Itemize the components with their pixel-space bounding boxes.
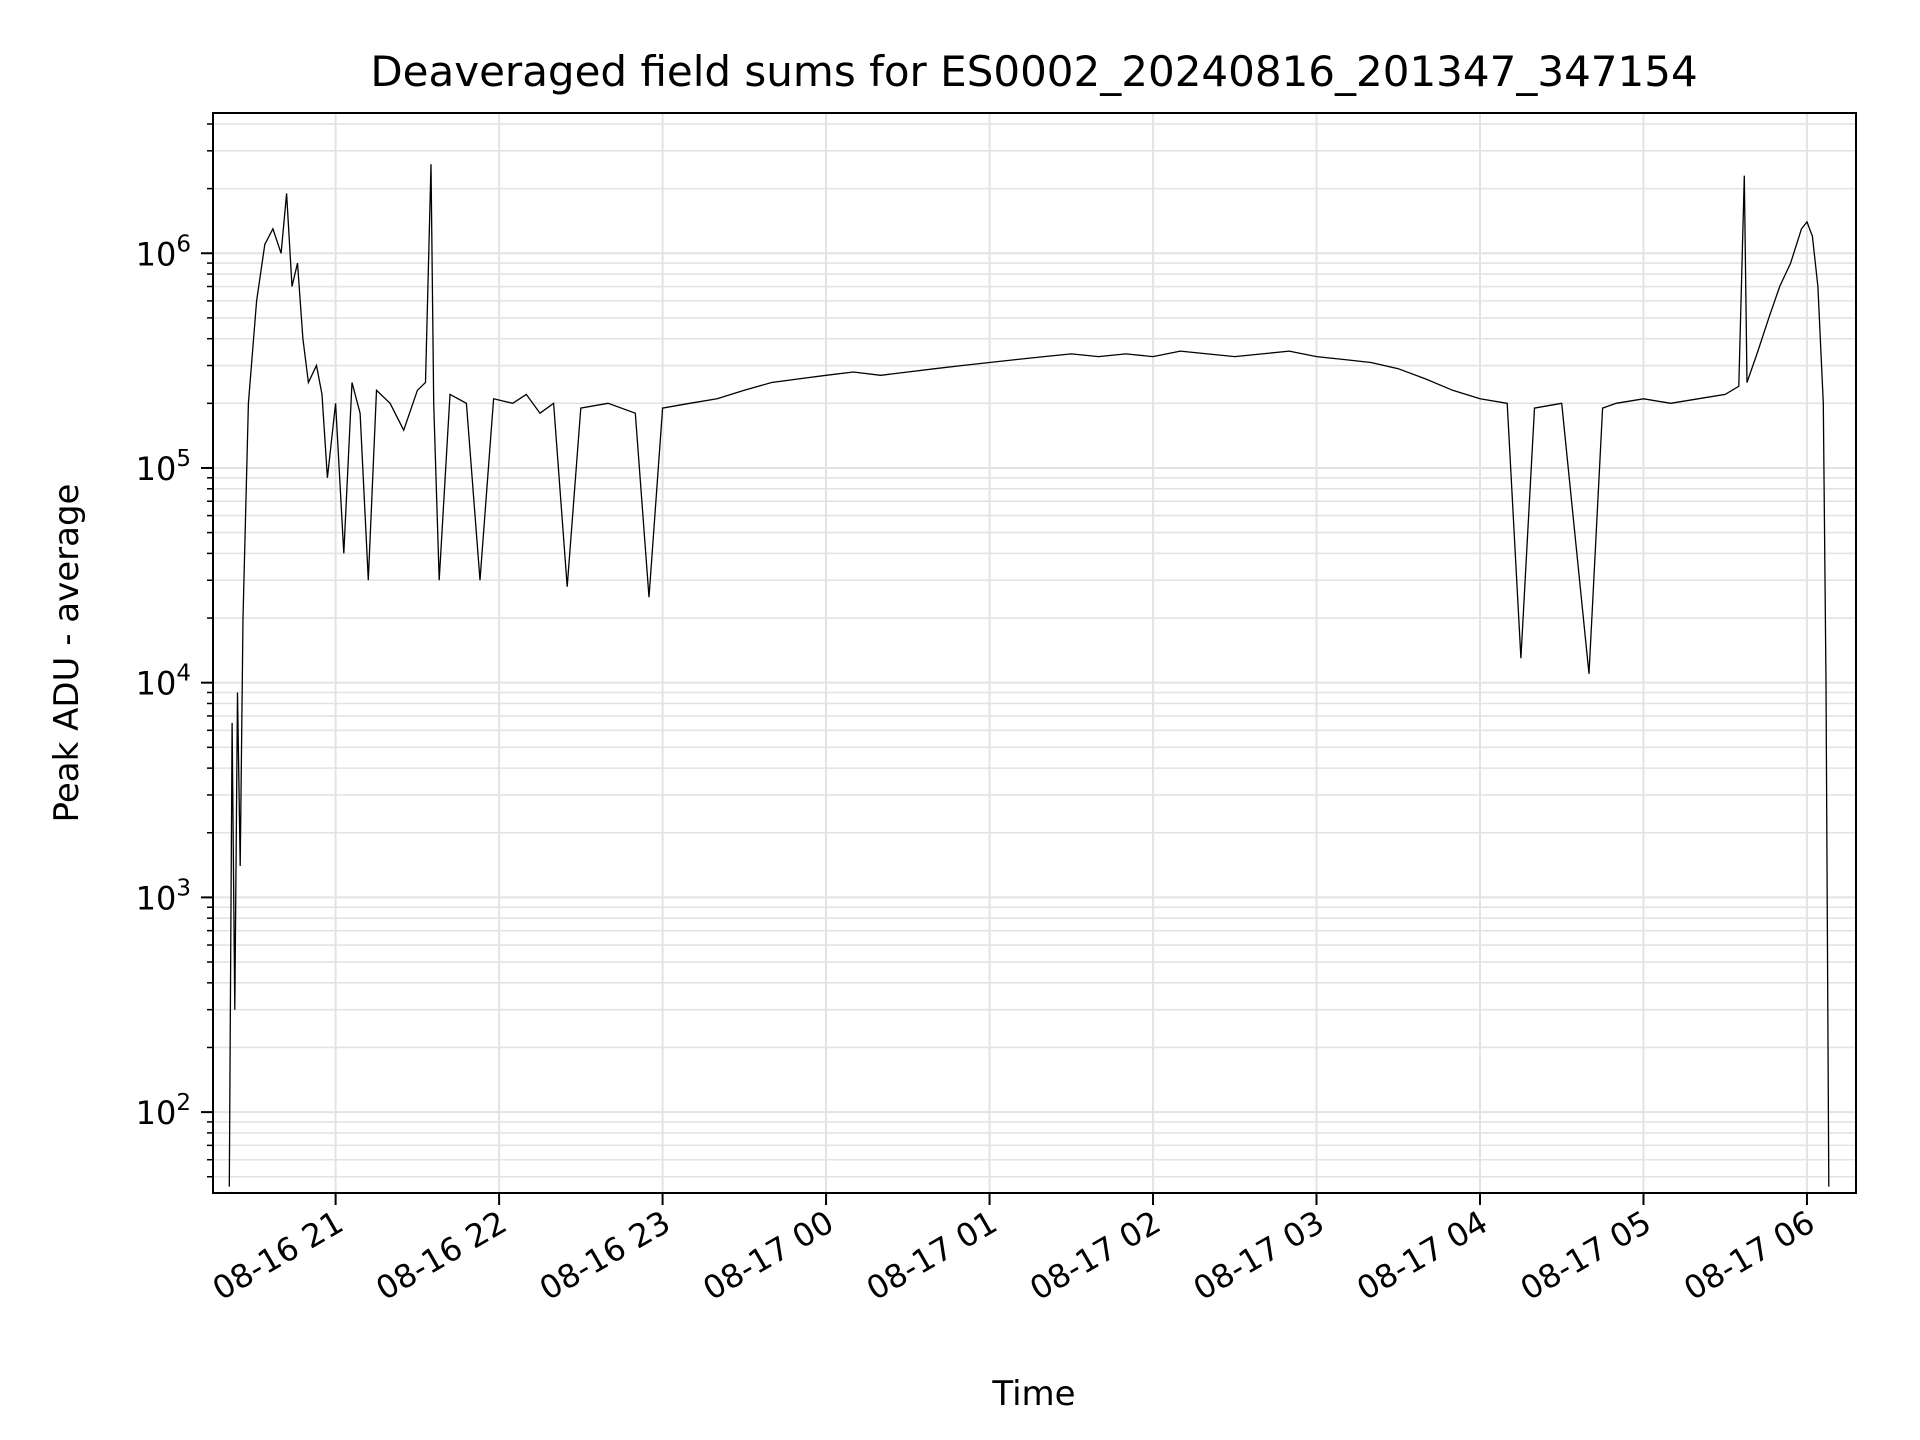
grid-lines (213, 113, 1856, 1193)
y-tick-label: 105 (136, 446, 191, 488)
y-axis: 102 103 104 105 106 (136, 123, 213, 1178)
y-tick-label: 104 (136, 661, 191, 703)
series-line (228, 164, 1830, 1187)
x-axis-label: Time (991, 1374, 1075, 1414)
y-tick-label: 102 (136, 1090, 191, 1132)
y-tick-label: 103 (136, 875, 191, 917)
plot-frame (212, 112, 1857, 1194)
y-tick-label: 106 (136, 231, 191, 273)
y-axis-label: Peak ADU - average (47, 484, 87, 823)
chart-title: Deaveraged field sums for ES0002_2024081… (370, 47, 1697, 96)
